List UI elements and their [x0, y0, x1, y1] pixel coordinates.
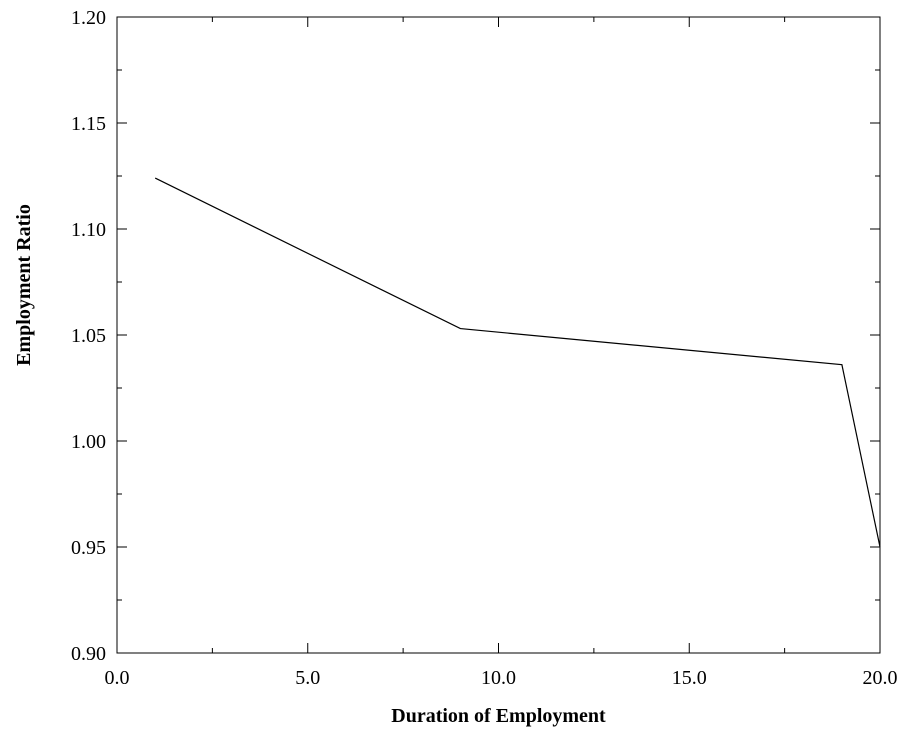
x-tick-label: 0.0 — [105, 667, 130, 689]
plot-frame — [116, 16, 881, 654]
y-tick-label: 1.15 — [71, 113, 106, 135]
x-tick-label: 10.0 — [481, 667, 516, 689]
minor-ticks — [117, 17, 880, 653]
y-tick-label: 0.90 — [71, 643, 106, 665]
x-tick-label: 15.0 — [672, 667, 707, 689]
y-axis-title: Employment Ratio — [13, 204, 35, 366]
x-tick-labels: 0.0 5.0 10.0 15.0 20.0 — [105, 667, 898, 689]
x-tick-label: 20.0 — [863, 667, 898, 689]
y-tick-labels: 0.90 0.95 1.00 1.05 1.10 1.15 1.20 — [71, 7, 106, 665]
y-tick-label: 0.95 — [71, 537, 106, 559]
series-group — [154, 177, 881, 548]
y-tick-label: 1.10 — [71, 219, 106, 241]
y-tick-label: 1.20 — [71, 7, 106, 29]
y-tick-label: 1.00 — [71, 431, 106, 453]
x-axis-title: Duration of Employment — [391, 705, 606, 727]
y-tick-label: 1.05 — [71, 325, 106, 347]
series-line-1 — [154, 177, 881, 548]
x-tick-label: 5.0 — [295, 667, 320, 689]
major-ticks — [116, 16, 881, 654]
